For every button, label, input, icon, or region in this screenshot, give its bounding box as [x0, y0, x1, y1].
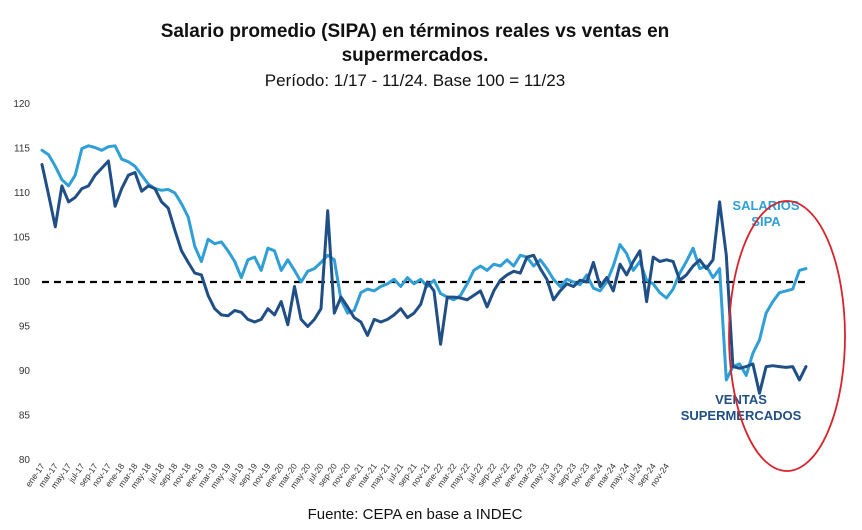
y-tick-label: 120	[13, 99, 30, 110]
highlight-ellipse	[728, 200, 846, 472]
highlight-group	[728, 200, 846, 472]
salarios-line	[40, 144, 808, 382]
source-note: Fuente: CEPA en base a INDEC	[307, 506, 523, 523]
y-tick-label: 80	[19, 455, 31, 466]
label-ventas: SUPERMERCADOS	[681, 408, 802, 423]
ventas-line	[40, 159, 808, 395]
y-tick-label: 115	[14, 144, 30, 155]
series-group	[40, 144, 808, 395]
y-tick-label: 100	[13, 277, 30, 288]
chart-subtitle: Período: 1/17 - 11/24. Base 100 = 11/23	[264, 71, 566, 90]
y-axis: 80 85 90 95 100 105 110 115 120	[13, 99, 30, 466]
y-tick-label: 85	[19, 411, 31, 422]
line-chart: 80 85 90 95 100 105 110 115 120 ene-17mar-17may-…	[13, 99, 846, 490]
y-tick-label: 110	[14, 188, 30, 199]
label-ventas: VENTAS	[715, 392, 767, 407]
y-tick-label: 105	[13, 233, 30, 244]
chart-title-line1: Salario promedio (SIPA) en términos real…	[160, 21, 670, 42]
y-tick-label: 95	[19, 322, 31, 333]
x-axis: ene-17mar-17may-17jul-17sep-17nov-17ene-…	[23, 461, 671, 490]
y-tick-label: 90	[19, 366, 31, 377]
chart-title-line2: supermercados.	[341, 45, 489, 66]
